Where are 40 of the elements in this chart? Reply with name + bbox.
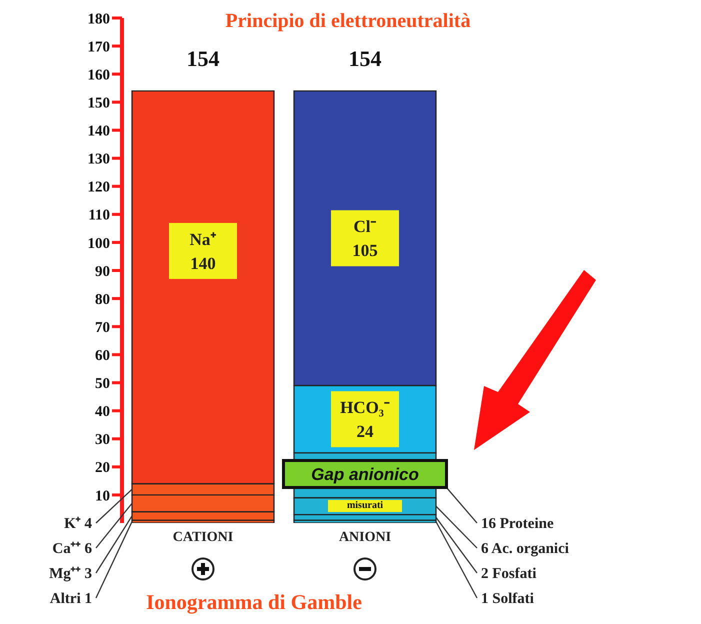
y-tick-label: 180 xyxy=(88,11,110,28)
y-tick-label: 120 xyxy=(88,180,110,196)
text: Ca⁺⁺ 6 xyxy=(52,541,92,557)
data-label: 24 xyxy=(356,422,374,442)
label-box: Gap anionico xyxy=(282,459,448,489)
text: 6 Ac. organici xyxy=(481,541,569,557)
total-label: 154 xyxy=(348,46,382,72)
series-label: Na⁺ xyxy=(190,230,216,249)
y-tick-label: 150 xyxy=(88,95,110,112)
label-box: misurati xyxy=(328,500,402,512)
y-tick-label: 10 xyxy=(95,488,110,504)
text: K⁺ 4 xyxy=(64,516,92,532)
text: Mg⁺⁺ 3 xyxy=(49,566,92,582)
y-tick-label: 110 xyxy=(88,208,110,224)
y-tick-label: 30 xyxy=(95,432,110,448)
series-label: Cl⁻ xyxy=(354,217,376,236)
text: Ionogramma di Gamble xyxy=(146,590,362,615)
data-label: 140 xyxy=(190,254,216,273)
y-tick-label: 90 xyxy=(95,264,110,280)
chart-title: Principio di elettroneutralità xyxy=(224,10,472,33)
y-tick-label: 100 xyxy=(88,236,110,252)
text: Altri 1 xyxy=(50,591,92,607)
text: 1 Solfati xyxy=(481,591,534,607)
y-tick-label: 40 xyxy=(95,404,110,420)
y-tick-label: 140 xyxy=(88,124,110,140)
y-tick-label: 70 xyxy=(95,320,110,336)
y-tick-label: 170 xyxy=(88,39,110,56)
y-tick-label: 50 xyxy=(95,376,110,392)
total-label: 154 xyxy=(186,46,220,72)
series-label: HCO₃⁻ xyxy=(340,398,390,418)
x-tick-label: CATIONI xyxy=(172,530,234,545)
text: 16 Proteine xyxy=(481,516,554,532)
x-tick-label: ANIONI xyxy=(338,530,392,545)
y-tick-label: 160 xyxy=(88,67,110,84)
y-tick-label: 130 xyxy=(88,152,110,168)
y-tick-label: 60 xyxy=(95,348,110,364)
text: 2 Fosfati xyxy=(481,566,536,582)
y-tick-label: 20 xyxy=(95,460,110,476)
y-tick-label: 80 xyxy=(95,292,110,308)
data-label: 105 xyxy=(352,241,378,260)
